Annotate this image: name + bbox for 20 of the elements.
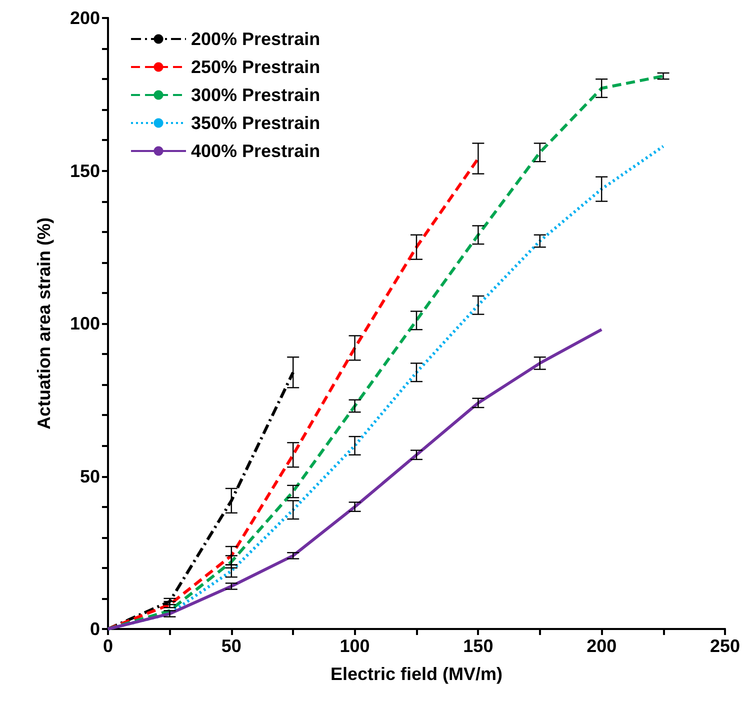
x-tick-label: 0 bbox=[102, 636, 114, 656]
x-tick-label: 150 bbox=[463, 636, 494, 656]
legend-label: 250% Prestrain bbox=[191, 57, 320, 77]
x-tick-label: 200 bbox=[586, 636, 617, 656]
x-tick-label: 100 bbox=[340, 636, 370, 656]
x-axis-title: Electric field (MV/m) bbox=[330, 664, 503, 684]
line-series bbox=[106, 157, 480, 630]
line-series bbox=[106, 328, 604, 630]
x-tick-label: 250 bbox=[710, 636, 740, 656]
legend-label: 350% Prestrain bbox=[191, 113, 320, 133]
y-tick-label: 200 bbox=[70, 8, 100, 28]
x-tick-label: 50 bbox=[221, 636, 242, 656]
y-axis-title: Actuation area strain (%) bbox=[34, 217, 54, 430]
y-tick-label: 0 bbox=[90, 619, 100, 639]
y-tick-label: 150 bbox=[70, 160, 100, 181]
legend-label: 200% Prestrain bbox=[191, 29, 320, 49]
y-tick-label: 100 bbox=[70, 314, 100, 334]
y-tick-label: 50 bbox=[80, 466, 100, 486]
legend-label: 300% Prestrain bbox=[191, 85, 320, 105]
legend-label: 400% Prestrain bbox=[191, 141, 320, 161]
